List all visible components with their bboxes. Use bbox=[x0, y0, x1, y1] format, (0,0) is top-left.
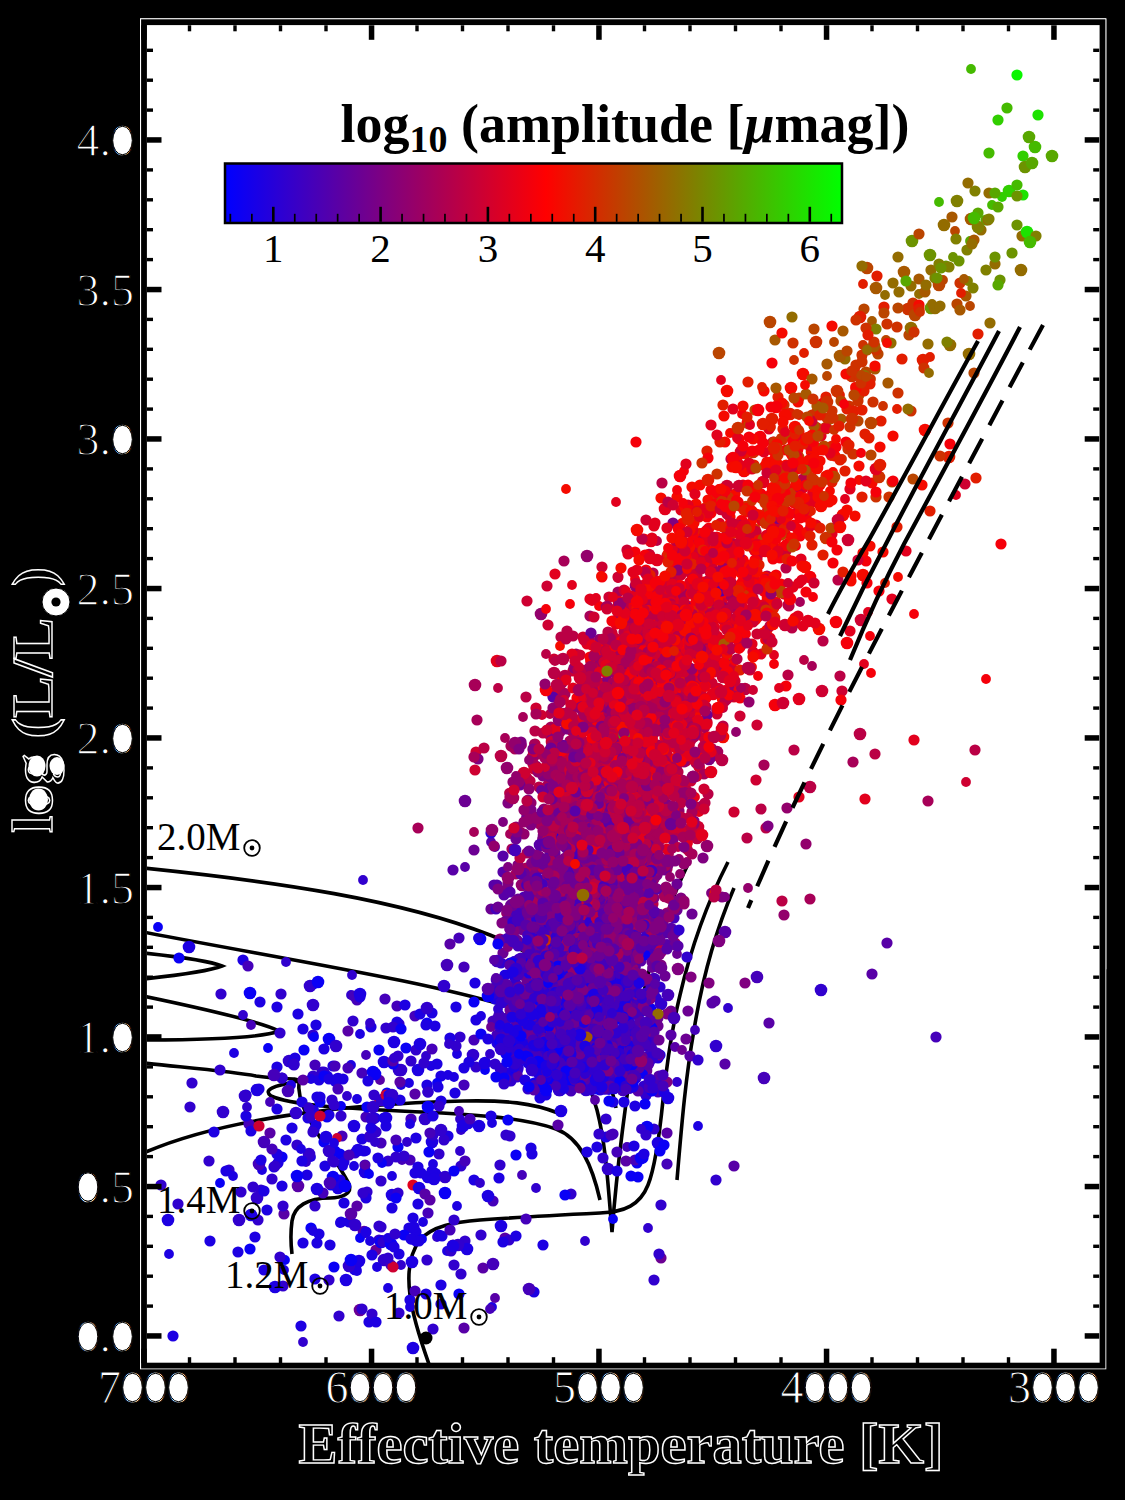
svg-text:3.5: 3.5 bbox=[77, 265, 135, 316]
svg-text:2.0M: 2.0M bbox=[157, 815, 240, 858]
svg-text:1: 1 bbox=[263, 225, 284, 271]
svg-text:6: 6 bbox=[800, 225, 821, 271]
svg-text:1.2M: 1.2M bbox=[225, 1253, 308, 1296]
svg-text:Effective temperature [K]: Effective temperature [K] bbox=[299, 1413, 944, 1475]
svg-text:1.0M: 1.0M bbox=[384, 1284, 467, 1327]
svg-text:5: 5 bbox=[692, 225, 713, 271]
svg-text:4: 4 bbox=[585, 225, 606, 271]
svg-text:3: 3 bbox=[478, 225, 499, 271]
svg-text:): ) bbox=[2, 567, 65, 586]
svg-text:1.4M: 1.4M bbox=[157, 1178, 240, 1221]
svg-text:2.5: 2.5 bbox=[77, 564, 135, 615]
svg-text:1.5: 1.5 bbox=[77, 863, 135, 914]
svg-text:2: 2 bbox=[370, 225, 391, 271]
